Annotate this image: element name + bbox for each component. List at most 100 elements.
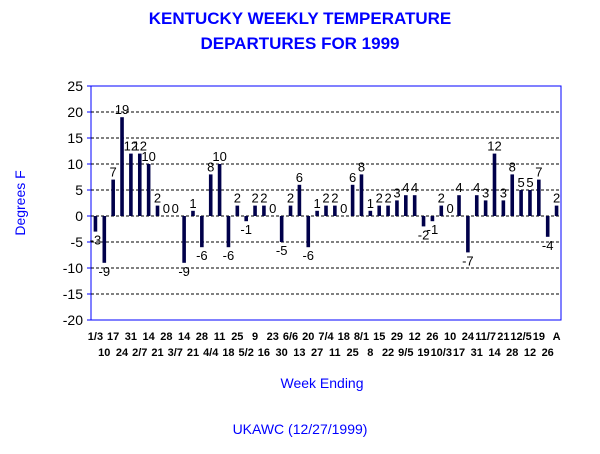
data-label: -4 [542,238,554,253]
bar [466,216,470,253]
data-label: 0 [447,201,454,216]
bar [297,184,302,216]
bar [324,205,328,216]
data-label: 2 [154,191,161,206]
x-tick-label: 14 [178,331,191,343]
x-tick-label: 24 [116,347,129,359]
data-label: 4 [473,180,480,195]
x-tick-label: 27 [311,347,323,359]
data-label: 3 [500,185,507,200]
data-label: -9 [178,264,190,279]
bar [120,117,124,216]
data-label: 12 [487,139,501,154]
x-tick-label: 18 [338,331,350,343]
data-label: 10 [212,149,226,164]
x-tick-label: 12 [524,347,536,359]
x-tick-label: 5/2 [239,347,254,359]
bar [368,210,373,216]
x-tick-label: 1/3 [88,331,103,343]
data-label: 3 [482,185,489,200]
bar [519,190,523,216]
y-tick-label: 20 [67,104,83,120]
bar [288,205,293,216]
data-label: 2 [260,191,267,206]
bar [129,153,133,216]
bar [93,216,98,232]
x-tick-label: 16 [258,347,270,359]
x-axis-ticks: 1/3 17 31 14 28 14 28 11 25 9 23 6/6 20 7/4 18 8/1 15 29 1… [88,331,561,359]
x-tick-label: 22 [382,347,394,359]
x-tick-label: 25 [346,347,358,359]
x-tick-label: 13 [293,347,305,359]
data-label: 6 [349,170,356,185]
data-label: -2 [418,227,430,242]
x-tick-label: 7/4 [318,331,334,343]
bar [226,216,231,248]
chart-title-line-1: KENTUCKY WEEKLY TEMPERATURE [149,9,452,28]
data-label: 2 [553,191,560,206]
data-label: 4 [411,180,418,195]
data-label: 2 [251,191,258,206]
y-axis-title: Degrees F [12,170,28,235]
bar [457,195,461,216]
data-label: -9 [99,264,111,279]
plot-area [90,85,562,321]
x-tick-label: 19 [417,347,429,359]
data-label: 8 [358,159,365,174]
data-label: 0 [163,201,170,216]
x-tick-label: A [553,331,561,343]
data-label: -1 [240,222,252,237]
y-tick-label: 25 [67,78,83,94]
bar [155,205,160,216]
data-label: 2 [331,191,338,206]
data-label: -6 [196,248,208,263]
data-label: 7 [110,165,117,180]
x-tick-label: 31 [125,331,137,343]
data-label: 5 [517,175,524,190]
x-tick-label: 17 [453,347,465,359]
bar [235,205,240,216]
x-tick-label: 17 [107,331,119,343]
data-label: 1 [189,196,196,211]
x-tick-label: 23 [267,331,279,343]
x-tick-label: 9 [252,331,258,343]
bar [102,216,107,263]
bar [554,205,559,216]
bar [111,179,115,216]
x-tick-label: 30 [276,347,288,359]
bar [315,210,319,216]
x-tick-label: 15 [373,331,385,343]
bar-series [93,117,559,263]
x-tick-label: 10/3 [431,347,452,359]
grid-lines [91,111,561,295]
bar [404,195,408,216]
data-label: 8 [207,159,214,174]
y-tick-label: 10 [67,156,83,172]
data-label: 8 [509,159,516,174]
x-tick-label: 11/7 [475,331,496,343]
x-tick-label: 19 [533,331,545,343]
bar [501,200,506,216]
bar [208,174,213,216]
data-label: 7 [535,165,542,180]
bar [182,216,186,263]
data-label: 5 [526,175,533,190]
bar [217,164,222,216]
data-label: -6 [302,248,314,263]
y-tick-label: -15 [63,286,83,302]
x-tick-label: 26 [426,331,438,343]
bar [537,179,541,216]
bar [146,164,151,216]
x-tick-label: 18 [222,347,234,359]
data-label: 2 [322,191,329,206]
bar [350,184,355,216]
data-label: 0 [172,201,179,216]
bar [528,190,532,216]
data-label: -6 [223,248,235,263]
data-label: 2 [384,191,391,206]
chart-title-line-2: DEPARTURES FOR 1999 [200,34,399,53]
data-label: 12 [124,139,138,154]
bar [430,216,435,222]
